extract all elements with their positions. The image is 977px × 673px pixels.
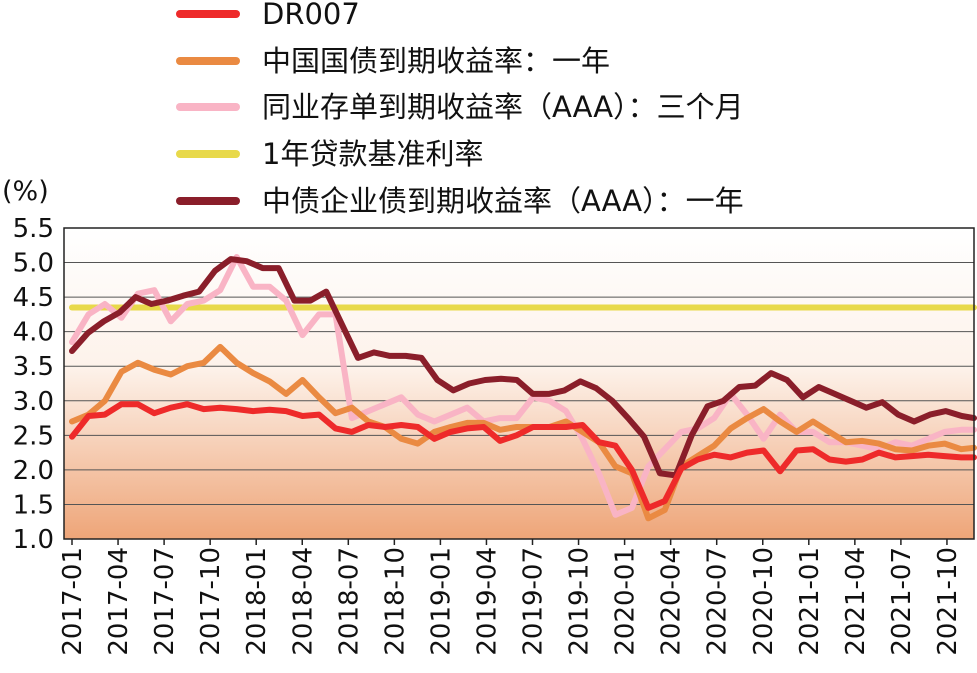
x-tick-label: 2020-10 bbox=[749, 547, 779, 656]
x-tick-label: 2020-01 bbox=[611, 547, 641, 656]
legend-label-dr007: DR007 bbox=[262, 0, 360, 31]
y-tick-label: 1.0 bbox=[13, 525, 54, 555]
legend-label-treasury-1y: 中国国债到期收益率：一年 bbox=[262, 44, 610, 78]
legend-entry-ncd-3m: 同业存单到期收益率（AAA）：三个月 bbox=[176, 90, 744, 124]
y-tick-label: 2.5 bbox=[13, 421, 54, 451]
x-tick-label: 2020-07 bbox=[703, 547, 733, 656]
x-tick-label: 2019-07 bbox=[519, 547, 549, 656]
y-tick-label: 3.5 bbox=[13, 352, 54, 382]
series-line-0 bbox=[69, 401, 977, 511]
legend-entry-dr007: DR007 bbox=[176, 0, 360, 31]
legend-entry-loan-rate: 1年贷款基准利率 bbox=[176, 137, 483, 171]
x-axis: 2017-01 2017-04 2017-07 2017-10 2018-01 2018-… bbox=[58, 539, 963, 656]
x-tick-label: 2017-07 bbox=[150, 547, 180, 656]
grid-lines bbox=[64, 262, 974, 505]
x-tick-label: 2018-10 bbox=[380, 547, 410, 656]
y-tick-label: 5.5 bbox=[13, 214, 54, 244]
series-line-4 bbox=[69, 256, 977, 479]
legend-entry-treasury-1y: 中国国债到期收益率：一年 bbox=[176, 44, 610, 78]
x-tick-label: 2017-04 bbox=[104, 547, 134, 656]
x-tick-label: 2019-04 bbox=[472, 547, 502, 656]
plot-border bbox=[63, 227, 975, 540]
y-tick-label: 4.5 bbox=[13, 283, 54, 313]
x-tick-label: 2021-04 bbox=[841, 547, 871, 656]
x-tick-label: 2020-04 bbox=[657, 547, 687, 656]
legend-label-ncd-3m: 同业存单到期收益率（AAA）：三个月 bbox=[262, 90, 744, 124]
y-axis: 1.0 1.5 2.0 2.5 3.0 3.5 4.0 4.5 5.0 5.5 bbox=[13, 214, 54, 555]
legend-entry-corp-bond-1y: 中债企业债到期收益率（AAA）：一年 bbox=[176, 184, 744, 218]
x-tick-label: 2017-10 bbox=[196, 547, 226, 656]
legend-label-loan-rate: 1年贷款基准利率 bbox=[262, 137, 483, 171]
series-line-1 bbox=[69, 343, 977, 522]
x-tick-label: 2021-10 bbox=[933, 547, 963, 656]
series-line-2 bbox=[69, 254, 977, 518]
y-tick-label: 1.5 bbox=[13, 490, 54, 520]
y-tick-label: 5.0 bbox=[13, 249, 54, 279]
x-tick-label: 2019-01 bbox=[426, 547, 456, 656]
chart-legend: DR007 中国国债到期收益率：一年 同业存单到期收益率（AAA）：三个月 1年… bbox=[176, 0, 744, 218]
x-tick-label: 2018-07 bbox=[334, 547, 364, 656]
x-tick-label: 2021-01 bbox=[795, 547, 825, 656]
x-tick-label: 2017-01 bbox=[58, 547, 88, 656]
legend-label-corp-bond-1y: 中债企业债到期收益率（AAA）：一年 bbox=[262, 184, 744, 218]
x-tick-label: 2018-04 bbox=[288, 547, 318, 656]
x-tick-label: 2021-07 bbox=[887, 547, 917, 656]
y-axis-unit-label: (%) bbox=[2, 176, 49, 207]
x-tick-label: 2019-10 bbox=[565, 547, 595, 656]
y-tick-label: 2.0 bbox=[13, 456, 54, 486]
series-lines bbox=[69, 254, 977, 522]
y-tick-label: 4.0 bbox=[13, 318, 54, 348]
x-tick-label: 2018-01 bbox=[242, 547, 272, 656]
y-tick-label: 3.0 bbox=[13, 387, 54, 417]
